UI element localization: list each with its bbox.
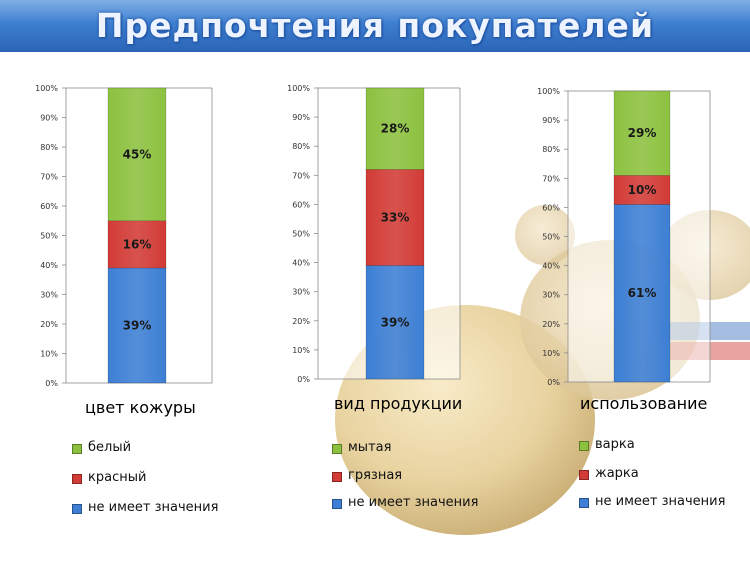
page-title: Предпочтения покупателей bbox=[95, 6, 655, 45]
y-tick-label: 50% bbox=[292, 230, 310, 239]
chart-3: 0% 10% 20% 30% 40% 50% 60% 70% 80% 90% 100% 61% 10% 2… bbox=[537, 87, 711, 387]
legend-label: красный bbox=[88, 470, 147, 485]
y-tick-label: 30% bbox=[40, 291, 58, 300]
legend-swatch-blue bbox=[579, 498, 589, 508]
legend-swatch-green bbox=[332, 444, 342, 454]
y-tick-label: 10% bbox=[292, 346, 310, 355]
y-tick-label: 20% bbox=[542, 320, 560, 329]
legend-swatch-green bbox=[579, 441, 589, 451]
data-label: 10% bbox=[628, 183, 657, 197]
data-label: 39% bbox=[123, 318, 152, 332]
y-tick-label: 100% bbox=[537, 87, 560, 96]
y-tick-label: 50% bbox=[542, 233, 560, 242]
y-tick-label: 90% bbox=[542, 116, 560, 125]
legend-swatch-green bbox=[72, 444, 82, 454]
legend-label: варка bbox=[595, 437, 635, 452]
y-tick-label: 70% bbox=[40, 173, 58, 182]
y-tick-label: 20% bbox=[40, 320, 58, 329]
bar-segment-green bbox=[613, 90, 671, 176]
category-label-2: вид продукции bbox=[334, 394, 463, 413]
legend-label: не имеет значения bbox=[88, 500, 219, 515]
data-label: 39% bbox=[381, 315, 410, 329]
category-label-3: использование bbox=[580, 394, 708, 413]
y-tick-label: 70% bbox=[292, 171, 310, 180]
y-tick-label: 60% bbox=[292, 200, 310, 209]
legend-swatch-blue bbox=[72, 504, 82, 514]
y-tick-label: 70% bbox=[542, 174, 560, 183]
legend-label: жарка bbox=[595, 466, 639, 481]
legend-label: не имеет значения bbox=[595, 494, 726, 509]
data-label: 16% bbox=[123, 237, 152, 251]
legend-label: белый bbox=[88, 440, 132, 455]
y-tick-label: 10% bbox=[40, 350, 58, 359]
data-label: 29% bbox=[628, 126, 657, 140]
legend-label: не имеет значения bbox=[348, 495, 479, 510]
legend-label: грязная bbox=[348, 468, 403, 483]
bar-segment-red bbox=[365, 169, 425, 266]
y-tick-label: 30% bbox=[542, 291, 560, 300]
bar-segment-blue bbox=[613, 204, 671, 383]
y-tick-label: 0% bbox=[45, 379, 58, 388]
data-label: 28% bbox=[381, 122, 410, 136]
y-tick-label: 30% bbox=[292, 288, 310, 297]
category-label-1: цвет кожуры bbox=[85, 398, 196, 417]
y-tick-label: 80% bbox=[40, 143, 58, 152]
y-tick-label: 90% bbox=[40, 114, 58, 123]
legend-swatch-blue bbox=[332, 499, 342, 509]
title-banner bbox=[0, 0, 750, 52]
y-tick-label: 40% bbox=[292, 259, 310, 268]
y-tick-label: 40% bbox=[542, 262, 560, 271]
y-tick-label: 10% bbox=[542, 349, 560, 358]
y-tick-label: 100% bbox=[287, 84, 310, 93]
potato-shape bbox=[515, 205, 575, 265]
chart-2: 0% 10% 20% 30% 40% 50% 60% 70% 80% 90% 100% 39% 33% 2… bbox=[287, 84, 461, 384]
legend-swatch-red bbox=[579, 470, 589, 480]
y-tick-label: 50% bbox=[40, 232, 58, 241]
y-tick-label: 20% bbox=[292, 317, 310, 326]
legend-swatch-red bbox=[332, 472, 342, 482]
y-tick-label: 80% bbox=[542, 145, 560, 154]
bar-segment-red bbox=[613, 175, 671, 205]
y-tick-label: 0% bbox=[547, 378, 560, 387]
y-tick-label: 60% bbox=[542, 203, 560, 212]
y-tick-label: 40% bbox=[40, 261, 58, 270]
bar-segment-blue bbox=[365, 265, 425, 380]
chart-1: 0% 10% 20% 30% 40% 50% 60% 70% 80% 90% 100% 39% 16% 4… bbox=[35, 84, 213, 388]
bar-segment-green bbox=[365, 87, 425, 170]
data-label: 45% bbox=[123, 147, 152, 161]
bar-segment-green bbox=[107, 87, 167, 222]
y-tick-label: 100% bbox=[35, 84, 58, 93]
y-tick-label: 60% bbox=[40, 202, 58, 211]
legend-label: мытая bbox=[348, 440, 392, 455]
data-label: 61% bbox=[628, 286, 657, 300]
y-tick-label: 0% bbox=[297, 375, 310, 384]
data-label: 33% bbox=[381, 210, 410, 224]
y-tick-label: 90% bbox=[292, 113, 310, 122]
y-tick-label: 80% bbox=[292, 142, 310, 151]
legend-swatch-red bbox=[72, 474, 82, 484]
